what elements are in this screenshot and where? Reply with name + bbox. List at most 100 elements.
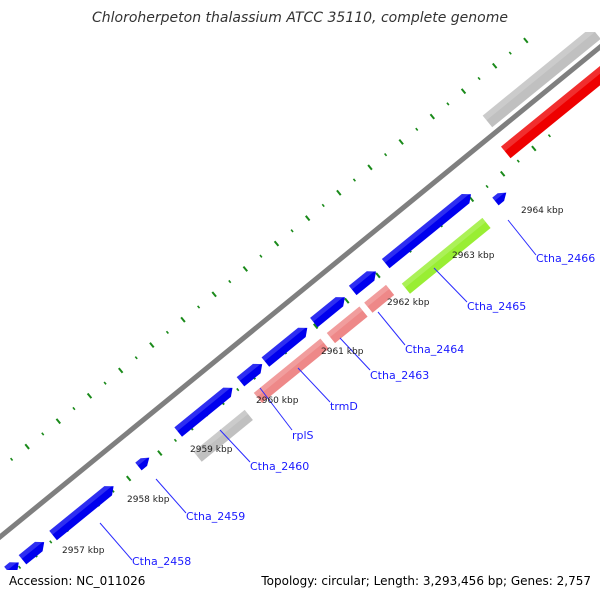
tick-label: 2959 kbp — [190, 445, 233, 455]
gene-block-blue[interactable] — [261, 327, 308, 367]
tick-mark — [384, 153, 388, 157]
tick-mark — [375, 272, 381, 279]
tick-mark — [125, 475, 132, 482]
tick-mark — [2, 578, 6, 583]
label-leader-line — [507, 219, 537, 256]
gene-block-blue-shading — [348, 266, 376, 290]
tick-mark — [344, 297, 350, 304]
tick-mark — [55, 418, 62, 425]
tick-label: 2957 kbp — [62, 546, 105, 556]
gene-label[interactable]: Ctha_2465 — [467, 300, 526, 313]
tick-mark — [18, 565, 22, 569]
tick-mark — [508, 51, 512, 55]
gene-block-blue[interactable] — [348, 271, 376, 296]
tick-mark — [531, 145, 537, 152]
gene-block-blue-shading — [236, 359, 262, 381]
tick-mark — [117, 367, 124, 374]
tick-mark — [86, 392, 93, 399]
topology-summary: Topology: circular; Length: 3,293,456 bp… — [261, 574, 591, 588]
tick-labels: 2957 kbp 2958 kbp 2959 kbp 2960 kbp 2961 kbp… — [62, 206, 564, 556]
tick-mark — [149, 342, 155, 349]
gene-label[interactable]: Ctha_2458 — [132, 555, 191, 568]
gene-block-blue-small-shading — [492, 188, 506, 201]
tick-mark — [477, 76, 481, 81]
gene-block-pink-shading — [364, 284, 390, 307]
gene-block-lime-shading — [401, 217, 486, 288]
gene-block-grey[interactable] — [482, 27, 600, 128]
gene-block-red[interactable] — [501, 58, 600, 159]
tick-label: 2964 kbp — [521, 206, 564, 216]
gene-labels: Ctha_2458 Ctha_2459 Ctha_2460 rplS trmD Ctha_… — [132, 252, 595, 568]
gene-block-blue-small[interactable] — [492, 192, 507, 206]
gene-label[interactable]: Ctha_2460 — [250, 460, 309, 473]
tick-mark — [321, 203, 325, 208]
tick-mark — [49, 540, 53, 544]
gene-block-blue-small[interactable] — [135, 457, 150, 471]
gene-block-blue[interactable] — [18, 541, 45, 565]
tick-mark — [103, 381, 107, 385]
tick-mark — [165, 330, 169, 335]
gene-block-blue-shading — [381, 189, 471, 263]
label-leader-line — [219, 429, 251, 463]
gene-block-blue[interactable] — [381, 194, 471, 269]
label-leader-line — [339, 337, 371, 371]
gene-label[interactable]: Ctha_2459 — [186, 510, 245, 523]
tick-mark — [460, 88, 467, 95]
gene-label[interactable]: Ctha_2464 — [405, 343, 464, 356]
label-leader-line — [99, 522, 133, 561]
tick-mark — [367, 164, 373, 171]
gene-block-pink[interactable] — [364, 284, 395, 313]
gene-block-blue-shading — [18, 537, 44, 559]
outer-tick-track — [10, 27, 542, 461]
map-title: Chloroherpeton thalassium ATCC 35110, co… — [92, 10, 508, 26]
tick-mark — [197, 305, 201, 309]
gene-label[interactable]: rplS — [292, 429, 314, 442]
label-leaders — [99, 219, 537, 561]
gene-block-grey-shading — [193, 409, 248, 456]
tick-mark — [236, 387, 240, 392]
label-leader-line — [297, 367, 331, 403]
gene-block-blue[interactable] — [49, 486, 114, 541]
gene-block-pink-shading — [326, 306, 363, 338]
tick-mark — [10, 457, 14, 461]
gene-block-pink[interactable] — [326, 306, 368, 344]
gene-block-blue[interactable] — [310, 297, 345, 328]
tick-mark — [446, 102, 450, 106]
tick-mark — [398, 139, 404, 145]
tick-mark — [516, 159, 520, 163]
gene-block-pink-shading — [253, 338, 324, 397]
gene-block-blue[interactable] — [4, 562, 19, 576]
gene-block-blue-small-shading — [135, 453, 149, 466]
gene-features — [4, 27, 600, 576]
gene-block-pink[interactable] — [253, 338, 329, 403]
tick-mark — [24, 443, 30, 450]
tick-mark — [547, 134, 551, 138]
tick-mark — [157, 450, 163, 457]
gene-block-grey[interactable] — [193, 409, 253, 462]
tick-mark — [41, 432, 45, 436]
tick-mark — [540, 27, 542, 29]
gene-label[interactable]: trmD — [330, 400, 358, 413]
genome-backbone — [0, 43, 600, 541]
tick-mark — [273, 240, 280, 247]
gene-label[interactable]: Ctha_2463 — [370, 369, 429, 382]
gene-block-blue[interactable] — [174, 387, 233, 437]
tick-mark — [242, 265, 249, 272]
label-leader-line — [433, 267, 468, 303]
gene-label[interactable]: Ctha_2466 — [536, 252, 595, 265]
tick-mark — [500, 170, 506, 177]
accession-text: Accession: NC_011026 — [9, 574, 146, 588]
tick-mark — [429, 113, 436, 120]
label-leader-line — [259, 387, 293, 431]
gene-block-blue[interactable] — [236, 363, 263, 387]
tick-mark — [134, 356, 138, 360]
tick-label: 2960 kbp — [256, 396, 299, 406]
tick-mark — [523, 37, 529, 44]
gene-block-blue-shading — [4, 557, 18, 570]
tick-mark — [259, 254, 263, 258]
gene-block-lime[interactable] — [401, 217, 491, 294]
tick-label: 2963 kbp — [452, 251, 495, 261]
tick-mark — [492, 62, 498, 69]
tick-mark — [228, 279, 232, 284]
